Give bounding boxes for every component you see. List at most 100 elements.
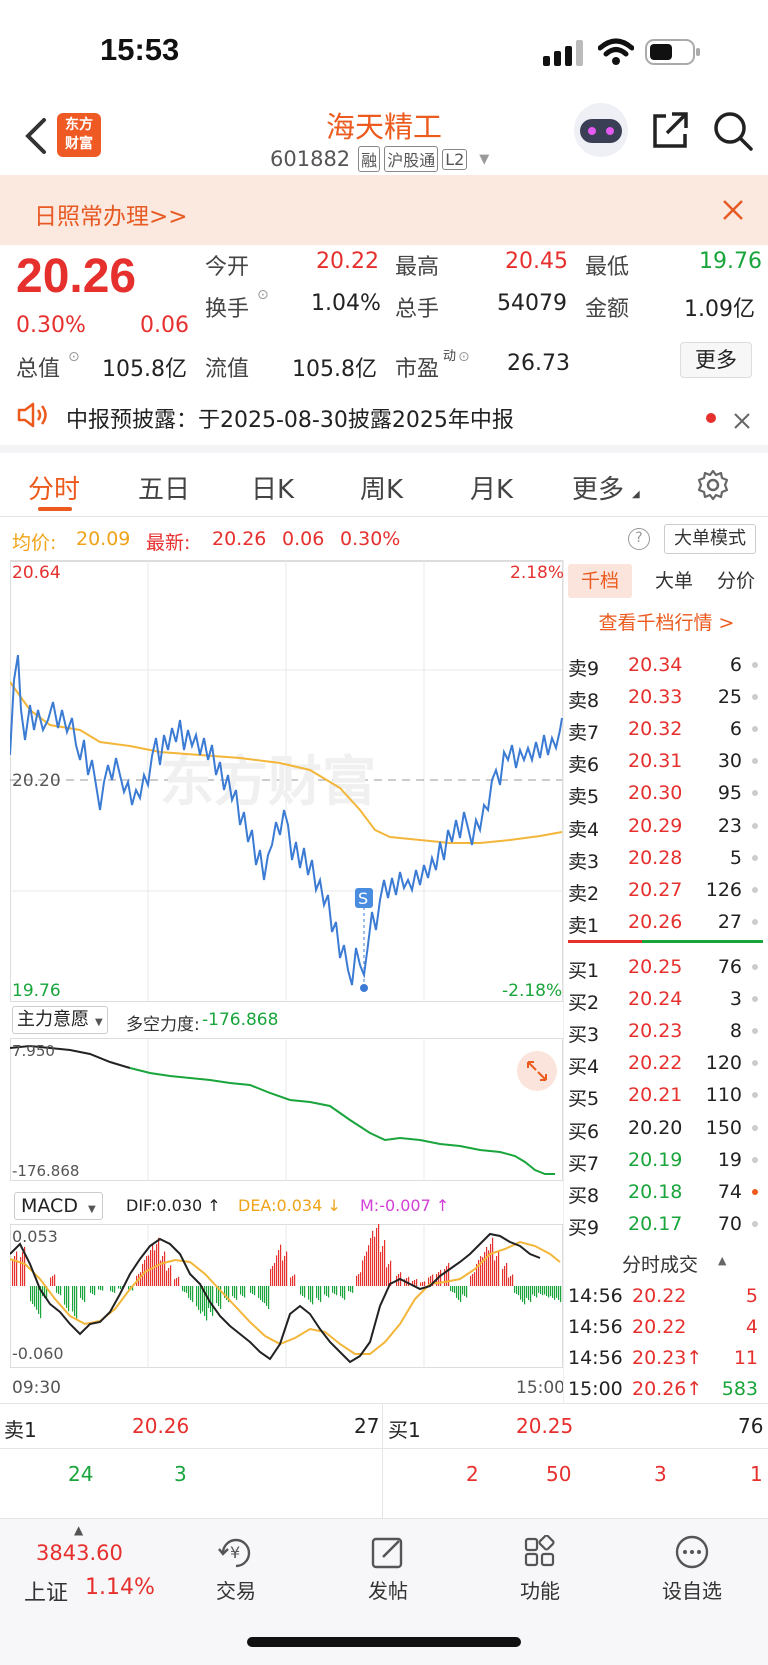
bid-level-row[interactable]: 买4 20.22 120 xyxy=(568,1048,768,1080)
bid-level-row[interactable]: 买5 20.21 110 xyxy=(568,1080,768,1112)
announcement-banner[interactable]: 日照常办理>> xyxy=(0,175,768,245)
macd-chart[interactable]: 0.053 -0.060 xyxy=(10,1224,563,1374)
intent-chart[interactable]: 7.950 -176.868 xyxy=(10,1038,563,1181)
level-dot xyxy=(752,1060,758,1067)
axis-top-left: 20.64 xyxy=(12,563,61,583)
index-pct[interactable]: 1.14% xyxy=(85,1575,155,1600)
bid-level-volume: 19 xyxy=(717,1148,742,1171)
macd-bar xyxy=(504,1266,506,1286)
macd-bar xyxy=(128,1286,130,1290)
side-tab-price-distribution[interactable]: 分价 xyxy=(716,570,755,592)
bid-level-row[interactable]: 买2 20.24 3 xyxy=(568,984,768,1016)
macd-bar xyxy=(300,1286,302,1295)
ask-level-row[interactable]: 卖6 20.31 30 xyxy=(568,746,768,778)
ask-level-row[interactable]: 卖2 20.27 126 xyxy=(568,875,768,907)
info-icon[interactable]: ⊙ xyxy=(458,349,470,365)
price-chart-svg[interactable]: 东方财富 S 20.64 2.18% 20.20 19.76 -2.18% xyxy=(10,560,563,1002)
mktcap-value: 105.8亿 xyxy=(102,357,187,382)
tab-weekly-k[interactable]: 周K xyxy=(360,475,404,505)
tab-five-day[interactable]: 五日 xyxy=(138,475,191,505)
ask-level-row[interactable]: 卖3 20.28 5 xyxy=(568,843,768,875)
level-dot xyxy=(752,996,758,1003)
back-arrow-icon[interactable] xyxy=(22,116,50,156)
macd-axis-bottom: -0.060 xyxy=(12,1344,64,1363)
nav-trade[interactable]: ¥ 交易 xyxy=(196,1535,276,1604)
collapse-icon[interactable]: ▲ xyxy=(718,1254,727,1267)
indicator-selector[interactable]: 主力意愿 ▼ xyxy=(12,1006,108,1034)
macd-bar xyxy=(258,1286,260,1298)
ask-level-row[interactable]: 卖1 20.26 27 xyxy=(568,907,768,939)
more-button[interactable]: 更多 xyxy=(680,342,752,378)
big-order-mode-button[interactable]: 大单模式 xyxy=(664,524,756,554)
ask-level-row[interactable]: 卖4 20.29 23 xyxy=(568,811,768,843)
bid-level-row[interactable]: 买7 20.19 19 xyxy=(568,1145,768,1177)
banner-text[interactable]: 日照常办理>> xyxy=(34,204,188,230)
ask-level-row[interactable]: 卖9 20.34 6 xyxy=(568,650,768,682)
queue-sell-order: 3 xyxy=(174,1462,187,1486)
bid-level-row[interactable]: 买8 20.18 74 xyxy=(568,1177,768,1209)
expand-up-icon[interactable]: ▲ xyxy=(74,1523,84,1537)
macd-dif: DIF:0.030 ↑ xyxy=(126,1196,221,1215)
macd-bar xyxy=(510,1276,512,1286)
tab-intraday[interactable]: 分时 xyxy=(28,475,81,505)
index-name[interactable]: 上证 xyxy=(24,1581,69,1606)
ask-level-row[interactable]: 卖5 20.30 95 xyxy=(568,778,768,810)
macd-bar xyxy=(438,1272,440,1286)
notice-text[interactable]: 中报预披露：于2025-08-30披露2025年中报 xyxy=(66,408,514,433)
info-icon[interactable]: ⊙ xyxy=(257,287,269,303)
axis-bottom-left: 19.76 xyxy=(12,981,61,1001)
bid-level-row[interactable]: 买1 20.25 76 xyxy=(568,952,768,984)
tab-daily-k[interactable]: 日K xyxy=(251,475,295,505)
index-value[interactable]: 3843.60 xyxy=(36,1541,123,1565)
bid-level-price: 20.18 xyxy=(628,1180,683,1203)
close-icon[interactable] xyxy=(722,199,744,221)
info-icon[interactable]: ⊙ xyxy=(68,349,80,365)
help-icon[interactable]: ? xyxy=(628,528,650,550)
macd-bar xyxy=(100,1286,102,1290)
latest-value: 20.26 xyxy=(212,528,267,550)
macd-bar xyxy=(80,1286,82,1298)
l2-queue: 卖1 20.26 27 买1 20.25 76 24 3 2 50 3 1 xyxy=(0,1403,768,1519)
nav-post[interactable]: 发帖 xyxy=(348,1535,428,1604)
expand-icon[interactable] xyxy=(517,1051,557,1091)
bid-level-price: 20.17 xyxy=(628,1212,683,1235)
tab-more[interactable]: 更多 xyxy=(572,475,625,505)
nav-add-watchlist[interactable]: 设自选 xyxy=(652,1535,732,1604)
macd-bar xyxy=(196,1286,198,1307)
level-dot xyxy=(752,854,758,861)
disclosure-notice[interactable]: 中报预披露：于2025-08-30披露2025年中报 xyxy=(0,385,768,453)
intent-axis-top: 7.950 xyxy=(12,1042,55,1060)
tab-monthly-k[interactable]: 月K xyxy=(470,475,514,505)
nav-header: 东方 财富 海天精工 601882 融 沪股通 L2 ▼ xyxy=(0,100,768,175)
close-icon[interactable] xyxy=(734,413,750,429)
sell-marker[interactable] xyxy=(355,888,373,908)
side-tab-thousand-levels[interactable]: 千档 xyxy=(568,564,632,598)
ask-level-row[interactable]: 卖7 20.32 6 xyxy=(568,714,768,746)
share-icon[interactable] xyxy=(650,110,690,150)
settings-gear-icon[interactable] xyxy=(697,469,729,501)
macd-bar xyxy=(316,1286,318,1298)
bid-level-row[interactable]: 买3 20.23 8 xyxy=(568,1016,768,1048)
bid-level-row[interactable]: 买9 20.17 70 xyxy=(568,1209,768,1241)
macd-bar xyxy=(56,1286,58,1293)
view-levels-link[interactable]: 查看千档行情 > xyxy=(598,612,735,634)
macd-bar xyxy=(166,1270,168,1286)
macd-bar xyxy=(152,1244,154,1286)
volume-label: 总手 xyxy=(395,297,440,322)
latest-pct: 0.30% xyxy=(340,528,401,550)
macd-bar xyxy=(480,1256,482,1286)
side-tab-big-orders[interactable]: 大单 xyxy=(654,570,693,592)
macd-bar xyxy=(342,1286,344,1298)
macd-selector[interactable]: MACD ▼ xyxy=(14,1192,103,1220)
ask-level-row[interactable]: 卖8 20.33 25 xyxy=(568,682,768,714)
robot-avatar-icon[interactable] xyxy=(574,103,628,157)
tag-level2: L2 xyxy=(442,148,468,170)
bid-level-row[interactable]: 买6 20.20 150 xyxy=(568,1113,768,1145)
nav-functions[interactable]: 功能 xyxy=(500,1534,580,1604)
macd-bar xyxy=(432,1274,434,1286)
search-icon[interactable] xyxy=(712,110,754,152)
macd-bar xyxy=(552,1286,554,1298)
caret-down-icon[interactable]: ▼ xyxy=(479,151,490,167)
macd-bar xyxy=(450,1286,452,1292)
macd-bar xyxy=(226,1286,228,1300)
